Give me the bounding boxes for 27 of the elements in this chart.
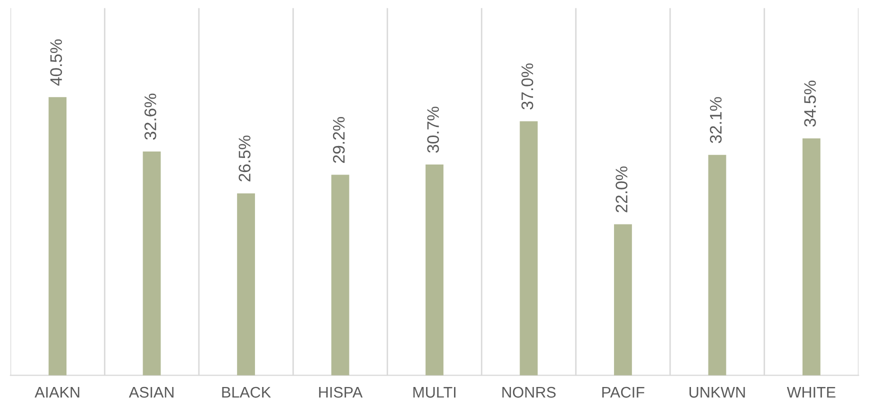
bar xyxy=(426,164,444,376)
x-tick-label: NONRS xyxy=(502,386,556,398)
bar xyxy=(802,138,820,376)
x-tick-label: WHITE xyxy=(786,387,836,398)
x-tick-label: HISPA xyxy=(319,386,363,398)
x-tick-label: UNKWN xyxy=(690,387,745,398)
data-label: 26.5% xyxy=(238,136,250,182)
bar xyxy=(48,97,66,376)
data-label: 30.7% xyxy=(427,106,439,153)
bar xyxy=(237,193,255,376)
x-tick-label: AIAKN xyxy=(34,387,80,398)
x-tick-label: ASIAN xyxy=(128,386,174,398)
x-tick-label: PACIF xyxy=(602,386,644,398)
data-label: 32.6% xyxy=(144,94,156,140)
data-label: 32.1% xyxy=(710,97,722,144)
x-tick-label: MULTI xyxy=(413,387,456,398)
bar xyxy=(520,121,538,376)
bar xyxy=(331,174,350,376)
bar xyxy=(614,224,632,376)
data-label: 40.5% xyxy=(50,39,62,86)
data-label: 37.0% xyxy=(521,63,534,110)
data-label: 22.0% xyxy=(616,166,628,212)
x-tick-label: BLACK xyxy=(222,386,271,398)
data-label: 34.5% xyxy=(804,80,816,127)
data-label: 29.2% xyxy=(332,117,345,163)
bar xyxy=(142,151,161,376)
bar xyxy=(708,154,726,376)
